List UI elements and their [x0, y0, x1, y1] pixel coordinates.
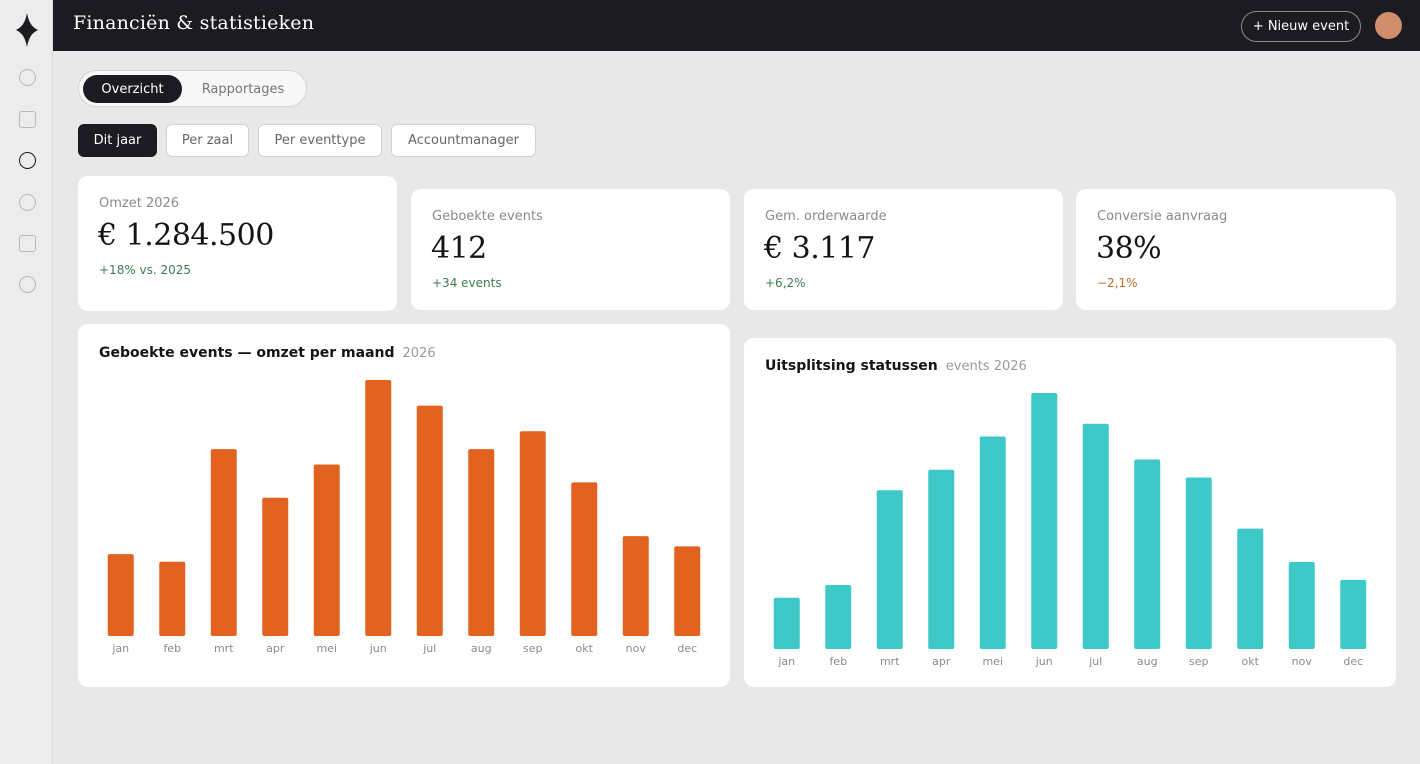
tick-label-jul: jul: [422, 642, 436, 655]
bar-mrt[interactable]: [876, 490, 903, 649]
kpi-card-avg-order-value: Gem. orderwaarde € 3.117 +6,2%: [744, 189, 1063, 310]
revenue-bar-chart: jan feb mrt apr mei jun jul aug sep okt nov dec: [107, 380, 701, 655]
bar-jan[interactable]: [107, 554, 134, 636]
bar-apr[interactable]: [262, 497, 289, 636]
bar-jun[interactable]: [1031, 393, 1058, 649]
bar-mei[interactable]: [979, 436, 1006, 649]
kpi-value: € 3.117: [764, 231, 876, 266]
kpi-label: Geboekte events: [432, 209, 543, 224]
tick-label-mrt: mrt: [214, 642, 234, 655]
tick-label-mrt: mrt: [880, 655, 900, 668]
chart-card-revenue: Geboekte events — omzet per maand 2026 ja…: [78, 324, 730, 687]
bar-jun[interactable]: [365, 380, 392, 636]
kpi-label: Gem. orderwaarde: [765, 209, 887, 224]
bar-jul[interactable]: [416, 405, 443, 636]
view-tabs: Overzicht Rapportages: [78, 70, 307, 107]
tick-label-jul: jul: [1088, 655, 1102, 668]
tick-label-nov: nov: [1292, 655, 1313, 668]
tick-label-mei: mei: [316, 642, 337, 655]
bar-sep[interactable]: [519, 431, 546, 636]
tab-overview[interactable]: Overzicht: [83, 75, 182, 103]
tick-label-nov: nov: [626, 642, 647, 655]
nav-icon-5[interactable]: [19, 235, 36, 252]
chart-title: Geboekte events — omzet per maand 2026: [99, 345, 436, 361]
tick-label-aug: aug: [471, 642, 492, 655]
kpi-delta: +34 events: [432, 276, 502, 290]
bar-feb[interactable]: [159, 561, 186, 636]
tick-label-feb: feb: [163, 642, 181, 655]
bar-aug[interactable]: [468, 449, 495, 636]
bar-feb[interactable]: [825, 585, 852, 649]
bar-dec[interactable]: [674, 546, 701, 636]
avatar[interactable]: [1375, 12, 1402, 39]
tick-label-feb: feb: [829, 655, 847, 668]
chart-card-status: Uitsplitsing statussen events 2026 jan feb…: [744, 338, 1396, 687]
tick-label-aug: aug: [1137, 655, 1158, 668]
page-title: Financiën & statistieken: [73, 12, 315, 34]
filter-account-manager[interactable]: Accountmanager: [391, 124, 536, 157]
tick-label-okt: okt: [576, 642, 594, 655]
kpi-delta: +6,2%: [765, 276, 806, 290]
kpi-delta: +18% vs. 2025: [99, 263, 192, 277]
nav-icon-2[interactable]: [19, 111, 36, 128]
kpi-card-booked-events: Geboekte events 412 +34 events: [411, 189, 730, 310]
tick-label-apr: apr: [266, 642, 285, 655]
tick-label-jun: jun: [1035, 655, 1053, 668]
chart-title: Uitsplitsing statussen events 2026: [765, 358, 1027, 374]
bar-nov[interactable]: [622, 536, 649, 636]
bar-dec[interactable]: [1340, 579, 1367, 649]
nav-icon-6[interactable]: [19, 276, 36, 293]
tick-label-dec: dec: [1343, 655, 1363, 668]
kpi-label: Omzet 2026: [99, 196, 180, 211]
kpi-card-conversion: Conversie aanvraag 38% −2,1%: [1076, 189, 1396, 310]
tick-label-sep: sep: [523, 642, 542, 655]
bar-okt[interactable]: [571, 482, 598, 636]
bar-jul[interactable]: [1082, 423, 1109, 649]
tab-reports[interactable]: Rapportages: [201, 81, 285, 97]
bar-mrt[interactable]: [210, 449, 237, 636]
bar-jan[interactable]: [773, 597, 800, 649]
bar-mei[interactable]: [313, 464, 340, 636]
tick-label-okt: okt: [1242, 655, 1260, 668]
bar-aug[interactable]: [1134, 459, 1161, 649]
bar-sep[interactable]: [1185, 477, 1212, 649]
tick-label-jan: jan: [111, 642, 129, 655]
bar-okt[interactable]: [1237, 528, 1264, 649]
kpi-card-revenue: Omzet 2026 € 1.284.500 +18% vs. 2025: [78, 176, 397, 311]
sidebar: [0, 0, 53, 764]
kpi-value: € 1.284.500: [98, 218, 274, 253]
bar-nov[interactable]: [1288, 561, 1315, 649]
tick-label-mei: mei: [982, 655, 1003, 668]
tick-label-jan: jan: [777, 655, 795, 668]
nav-icon-1[interactable]: [19, 69, 36, 86]
kpi-value: 412: [431, 231, 487, 266]
logo-icon: [16, 13, 38, 47]
chart-title-text: Geboekte events — omzet per maand: [99, 345, 395, 361]
chart-title-text: Uitsplitsing statussen: [765, 358, 938, 374]
filter-per-room[interactable]: Per zaal: [166, 124, 249, 157]
top-bar: Financiën & statistieken + Nieuw event: [53, 0, 1420, 51]
tick-label-sep: sep: [1189, 655, 1208, 668]
tick-label-dec: dec: [677, 642, 697, 655]
status-bar-chart: jan feb mrt apr mei jun jul aug sep okt nov dec: [773, 393, 1367, 668]
filter-this-year[interactable]: Dit jaar: [78, 124, 157, 157]
chart-subtitle: events 2026: [945, 359, 1027, 374]
chart-subtitle: 2026: [402, 346, 436, 361]
kpi-value: 38%: [1096, 231, 1162, 266]
kpi-delta: −2,1%: [1097, 276, 1138, 290]
filter-per-event-type[interactable]: Per eventtype: [258, 124, 382, 157]
nav-icon-4[interactable]: [19, 194, 36, 211]
kpi-label: Conversie aanvraag: [1097, 209, 1228, 224]
tick-label-jun: jun: [369, 642, 387, 655]
tick-label-apr: apr: [932, 655, 951, 668]
nav-icon-3[interactable]: [19, 152, 36, 169]
new-event-button[interactable]: + Nieuw event: [1241, 11, 1361, 42]
bar-apr[interactable]: [928, 469, 955, 649]
